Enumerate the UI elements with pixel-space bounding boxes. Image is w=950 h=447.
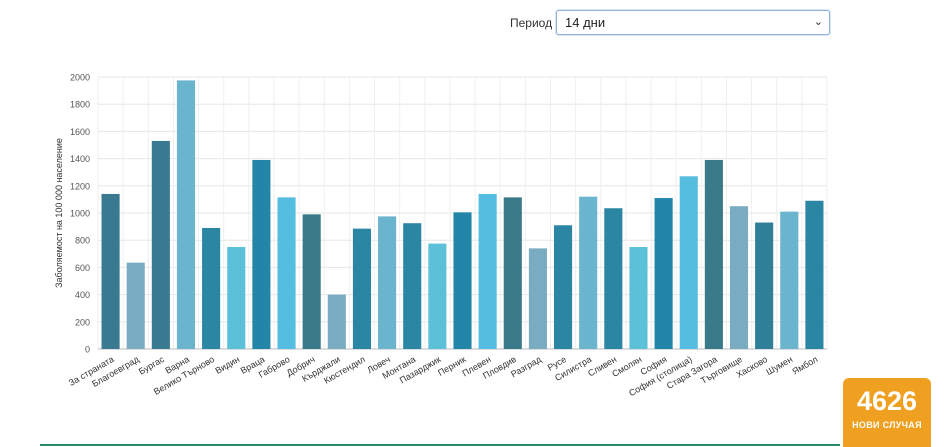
bar <box>453 212 472 349</box>
x-tick-label: Бургас <box>137 354 166 377</box>
new-cases-count: 4626 <box>856 386 918 416</box>
bar <box>604 208 623 349</box>
y-tick-label: 200 <box>75 317 90 327</box>
x-tick-label: Ямбол <box>790 354 819 377</box>
bar <box>126 262 145 349</box>
footer-divider <box>40 444 840 446</box>
bar <box>151 140 170 349</box>
x-tick-label: Видин <box>213 354 241 376</box>
bar <box>302 214 321 349</box>
bar <box>704 159 723 349</box>
bar <box>352 228 371 349</box>
bar <box>378 216 397 349</box>
y-tick-label: 2000 <box>70 73 90 83</box>
y-tick-label: 1600 <box>70 127 90 137</box>
bar <box>679 176 698 349</box>
bar <box>101 193 120 349</box>
bar <box>579 196 598 349</box>
bar <box>478 193 497 349</box>
period-select[interactable]: 14 дни ⌄ <box>556 10 830 35</box>
y-tick-label: 600 <box>75 263 90 273</box>
x-tick-label: Шумен <box>764 354 794 377</box>
bar <box>428 243 447 349</box>
y-tick-label: 800 <box>75 236 90 246</box>
y-tick-label: 1400 <box>70 154 90 164</box>
bar <box>277 197 296 349</box>
bar <box>528 248 547 349</box>
bar <box>554 225 573 349</box>
bar <box>755 222 774 349</box>
bar <box>503 197 522 349</box>
bar <box>805 200 824 349</box>
period-label: Период <box>510 16 553 30</box>
y-tick-label: 1000 <box>70 209 90 219</box>
bar <box>227 247 246 349</box>
bar <box>729 206 749 349</box>
bar <box>629 247 648 349</box>
bar <box>780 211 799 349</box>
y-axis-label: Заболяемост на 100 000 население <box>54 138 64 288</box>
chevron-down-icon: ⌄ <box>813 16 823 28</box>
y-tick-label: 1200 <box>70 181 90 191</box>
new-cases-badge: 4626 НОВИ СЛУЧАЯ <box>843 378 931 447</box>
bar <box>176 80 196 350</box>
y-tick-label: 0 <box>85 345 90 355</box>
bar <box>654 198 673 349</box>
bar <box>202 227 221 349</box>
bar <box>327 294 346 349</box>
y-tick-label: 400 <box>75 290 90 300</box>
bar <box>252 159 271 349</box>
period-select-value: 14 дни <box>565 15 606 30</box>
y-tick-label: 1800 <box>70 100 90 110</box>
new-cases-label: НОВИ СЛУЧАЯ <box>852 420 922 430</box>
bar <box>403 223 422 349</box>
